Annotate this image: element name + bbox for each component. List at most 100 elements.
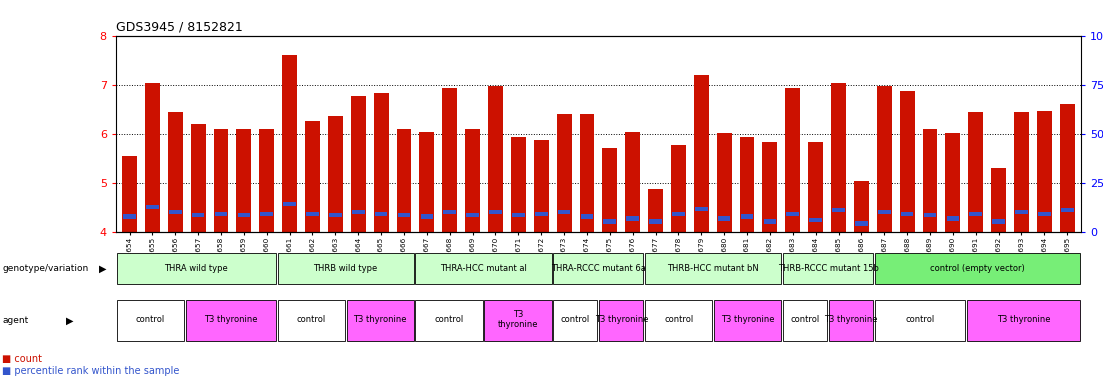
Text: T3 thyronine: T3 thyronine [204, 315, 257, 324]
Bar [625, 132, 640, 232]
Text: T3
thyronine: T3 thyronine [497, 310, 538, 329]
Bar [117, 300, 184, 341]
Text: THRA wild type: THRA wild type [164, 263, 228, 273]
Bar [993, 219, 1005, 224]
Text: control: control [435, 315, 463, 324]
Bar [146, 205, 159, 209]
Bar [260, 212, 274, 216]
Bar [397, 129, 411, 232]
Bar [554, 300, 598, 341]
Bar [877, 86, 891, 232]
Bar [922, 129, 938, 232]
Bar [122, 156, 137, 232]
Text: control: control [664, 315, 694, 324]
Bar [467, 213, 479, 217]
Bar [169, 210, 182, 214]
Bar [645, 300, 713, 341]
Bar [854, 181, 869, 232]
Bar [1015, 210, 1028, 214]
Bar [763, 219, 777, 224]
Text: GDS3945 / 8152821: GDS3945 / 8152821 [116, 21, 243, 34]
Bar [237, 213, 250, 217]
Bar [717, 133, 731, 232]
Text: control: control [297, 315, 325, 324]
Bar [695, 207, 708, 211]
Text: THRB-RCCC mutant 15b: THRB-RCCC mutant 15b [778, 263, 879, 273]
Bar [375, 212, 387, 216]
Bar [236, 129, 251, 232]
Bar [398, 213, 410, 217]
Bar [923, 213, 936, 217]
Bar [671, 145, 686, 232]
Bar [416, 253, 552, 284]
Text: control: control [906, 315, 934, 324]
Bar [489, 210, 502, 214]
Bar [786, 212, 799, 216]
Bar [278, 300, 344, 341]
Bar [855, 221, 868, 226]
Text: control (empty vector): control (empty vector) [930, 263, 1025, 273]
Bar [351, 96, 366, 232]
Bar [900, 91, 914, 232]
Bar [511, 137, 526, 232]
Bar [945, 133, 961, 232]
Bar [718, 217, 730, 221]
Bar [810, 218, 822, 222]
Bar [328, 116, 343, 232]
Bar [307, 212, 319, 216]
Bar [602, 148, 618, 232]
Bar [419, 132, 435, 232]
Text: T3 thyronine: T3 thyronine [595, 315, 649, 324]
Text: genotype/variation: genotype/variation [2, 264, 88, 273]
Text: THRB-HCC mutant bN: THRB-HCC mutant bN [667, 263, 759, 273]
Text: T3 thyronine: T3 thyronine [824, 315, 878, 324]
Bar [352, 210, 365, 214]
Bar [346, 300, 414, 341]
Text: THRA-HCC mutant al: THRA-HCC mutant al [440, 263, 527, 273]
Bar [1014, 113, 1029, 232]
Bar [1037, 111, 1052, 232]
Bar [603, 219, 617, 224]
Bar [901, 212, 913, 216]
Bar [144, 83, 160, 232]
Bar [650, 219, 662, 224]
Bar [694, 74, 709, 232]
Bar [831, 83, 846, 232]
Text: ▶: ▶ [99, 264, 107, 274]
Text: ■ count: ■ count [2, 354, 42, 364]
Text: control: control [560, 315, 590, 324]
Bar [627, 217, 639, 221]
Text: agent: agent [2, 316, 29, 325]
Bar [649, 189, 663, 232]
Text: control: control [791, 315, 820, 324]
Bar [599, 300, 643, 341]
Bar [282, 55, 297, 232]
Bar [878, 210, 890, 214]
Bar [967, 300, 1080, 341]
Bar [420, 214, 433, 219]
Bar [192, 213, 204, 217]
Bar [124, 214, 136, 219]
Bar [416, 300, 482, 341]
Bar [875, 253, 1080, 284]
Bar [534, 140, 548, 232]
Bar [875, 300, 965, 341]
Bar [306, 121, 320, 232]
Bar [374, 93, 388, 232]
Bar [645, 253, 781, 284]
Bar [329, 213, 342, 217]
Bar [512, 213, 525, 217]
Text: THRA-RCCC mutant 6a: THRA-RCCC mutant 6a [550, 263, 646, 273]
Bar [740, 137, 754, 232]
Bar [554, 253, 643, 284]
Bar [283, 202, 296, 206]
Bar [214, 129, 228, 232]
Bar [785, 88, 800, 232]
Bar [557, 114, 571, 232]
Bar [558, 210, 570, 214]
Bar [535, 212, 547, 216]
Bar [259, 129, 275, 232]
Bar [191, 124, 205, 232]
Bar [808, 142, 823, 232]
Text: THRB wild type: THRB wild type [313, 263, 377, 273]
